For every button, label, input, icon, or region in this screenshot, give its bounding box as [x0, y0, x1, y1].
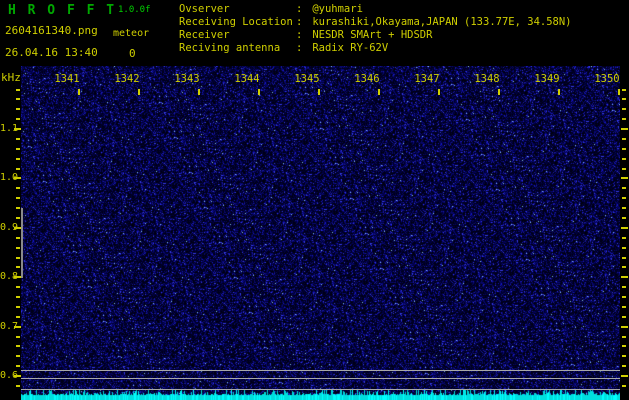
- axis-tick: [622, 296, 626, 299]
- axis-tick: [16, 98, 20, 101]
- axis-tick: [622, 345, 626, 348]
- station-info: Ovserver: @yuhmari Receiving Location: ku…: [179, 3, 572, 55]
- axis-tick: [622, 147, 626, 150]
- freq-axis-unit: kHz: [1, 71, 21, 84]
- freq-tick-label: 1.1: [0, 123, 19, 134]
- app-title: H R O F F T: [8, 3, 117, 18]
- axis-tick: [14, 325, 21, 328]
- axis-tick: [16, 246, 20, 249]
- axis-tick: [622, 118, 626, 121]
- axis-tick: [622, 236, 626, 239]
- station-info-value: NESDR SMArt + HDSDR: [306, 29, 433, 41]
- station-info-label: Ovserver: [179, 3, 230, 15]
- station-info-label: Receiving Location: [179, 16, 293, 28]
- freq-tick-label: 0.6: [0, 370, 19, 381]
- axis-tick: [16, 385, 20, 387]
- axis-tick: [16, 256, 20, 259]
- output-filename: 2604161340.png: [5, 24, 98, 37]
- axis-tick: [16, 365, 20, 368]
- spectrogram-display: [21, 66, 620, 400]
- axis-tick: [16, 286, 20, 289]
- axis-tick: [14, 375, 21, 377]
- axis-tick: [622, 88, 626, 91]
- axis-tick: [16, 138, 20, 140]
- station-info-separator: :: [296, 42, 303, 54]
- axis-tick: [16, 167, 20, 170]
- station-info-value: @yuhmari: [306, 3, 363, 15]
- axis-tick: [16, 197, 20, 200]
- station-info-label: Receiver: [179, 29, 230, 41]
- axis-tick: [622, 305, 626, 308]
- axis-tick: [621, 128, 628, 130]
- axis-tick: [622, 246, 626, 249]
- reference-line-lower: [21, 389, 620, 390]
- freq-tick-label: 0.8: [0, 271, 19, 283]
- axis-tick: [622, 138, 626, 140]
- axis-tick: [16, 187, 20, 190]
- axis-tick: [14, 128, 21, 130]
- freq-tick-label: 0.7: [0, 320, 19, 332]
- axis-tick: [622, 157, 626, 160]
- mode-label: meteor: [113, 28, 150, 39]
- axis-tick: [16, 315, 20, 318]
- station-info-value: Radix RY-62V: [306, 42, 389, 54]
- axis-tick: [622, 256, 626, 259]
- reference-line-upper: [21, 370, 620, 371]
- station-info-separator: :: [296, 29, 303, 41]
- axis-tick: [16, 118, 20, 121]
- axis-tick: [16, 157, 20, 160]
- station-info-row: Receiver: NESDR SMArt + HDSDR: [179, 29, 572, 42]
- axis-tick: [622, 207, 626, 210]
- axis-tick: [621, 325, 628, 328]
- axis-tick: [622, 167, 626, 170]
- station-info-separator: :: [296, 16, 303, 28]
- axis-tick: [621, 375, 628, 377]
- freq-tick-label: 0.9: [0, 221, 19, 233]
- axis-tick: [622, 187, 626, 190]
- station-info-label: Reciving antenna: [179, 42, 281, 54]
- station-info-row: Ovserver: @yuhmari: [179, 3, 572, 16]
- axis-tick: [622, 98, 626, 101]
- axis-tick: [16, 345, 20, 348]
- station-info-value: kurashiki,Okayama,JAPAN (133.77E, 34.58N…: [306, 16, 572, 28]
- axis-tick: [622, 355, 626, 358]
- axis-tick: [622, 315, 626, 318]
- level-marker-line: [20, 208, 23, 278]
- axis-tick: [16, 207, 20, 210]
- axis-tick: [622, 385, 626, 387]
- axis-tick: [621, 177, 628, 180]
- axis-tick: [16, 88, 20, 91]
- axis-tick: [16, 147, 20, 150]
- axis-tick: [622, 365, 626, 368]
- datetime-label: 26.04.16 13:40: [5, 46, 98, 59]
- axis-tick: [16, 217, 20, 220]
- axis-tick: [14, 177, 21, 180]
- axis-tick: [621, 276, 628, 279]
- axis-tick: [16, 236, 20, 239]
- station-info-row: Receiving Location: kurashiki,Okayama,JA…: [179, 16, 572, 29]
- station-info-row: Reciving antenna: Radix RY-62V: [179, 42, 572, 55]
- axis-tick: [622, 335, 626, 338]
- station-info-separator: :: [296, 3, 303, 15]
- axis-tick: [622, 266, 626, 269]
- reference-line-middle: [21, 377, 620, 379]
- axis-tick: [16, 266, 20, 269]
- freq-tick-label: 1.0: [0, 172, 19, 184]
- axis-tick: [622, 197, 626, 200]
- axis-tick: [622, 108, 626, 111]
- axis-tick: [16, 305, 20, 308]
- axis-tick: [16, 335, 20, 338]
- axis-tick: [622, 286, 626, 289]
- axis-tick: [16, 296, 20, 299]
- axis-tick: [16, 108, 20, 111]
- app-version: 1.0.0f: [118, 5, 151, 15]
- meteor-count: 0: [129, 47, 136, 60]
- axis-tick: [622, 217, 626, 220]
- axis-tick: [621, 226, 628, 229]
- axis-tick: [16, 355, 20, 358]
